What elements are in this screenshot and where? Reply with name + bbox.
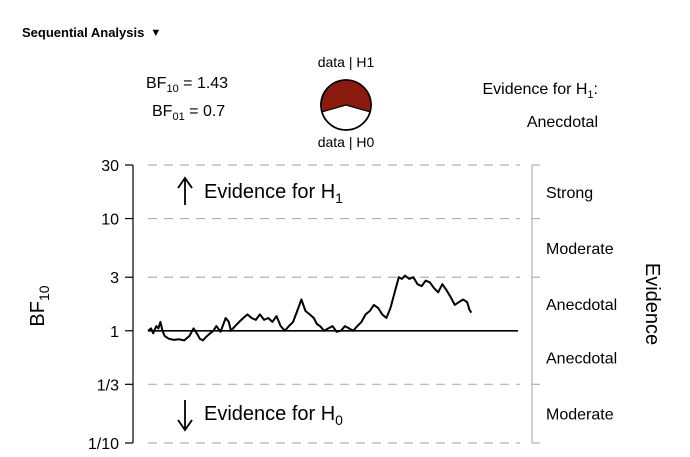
bf10-stat: BF10 = 1.43	[146, 75, 229, 96]
arrow-up-head	[177, 176, 193, 189]
evidence-axis-title: Evidence	[641, 263, 663, 345]
arrow-down-icon	[177, 400, 193, 432]
section-header[interactable]: Sequential Analysis ▼	[22, 25, 161, 40]
evidence-category-label: Anecdotal	[546, 351, 617, 368]
grid-lines	[148, 164, 520, 444]
pie-top-label: data | H1	[317, 54, 375, 70]
annotation-evidence-h1: Evidence for H1	[204, 181, 343, 206]
evidence-category-label: Moderate	[546, 407, 614, 424]
evidence-axis: Strong Moderate Anecdotal Anecdotal Moderate…	[531, 164, 663, 444]
y-tick-label: 10	[101, 212, 119, 229]
arrow-up-icon	[177, 176, 193, 205]
evidence-category-label: Moderate	[546, 241, 614, 258]
y-axis-label: BF10	[27, 285, 52, 326]
bf01-stat: BF01 = 0.7	[152, 103, 226, 124]
section-title: Sequential Analysis	[22, 25, 145, 40]
y-tick-label: 30	[101, 158, 119, 175]
bf-series-line	[147, 274, 473, 342]
y-tick-label: 1	[110, 324, 119, 341]
probability-wheel	[320, 79, 372, 131]
y-tick-label: 3	[110, 270, 119, 287]
evidence-category-label: Strong	[546, 185, 593, 202]
pie-bottom-label: data | H0	[317, 134, 375, 150]
triangle-down-icon[interactable]: ▼	[150, 26, 162, 39]
evidence-summary: Evidence for H1: Anecdotal	[482, 81, 598, 132]
y-tick-label: 1/3	[97, 377, 119, 394]
annotations: Evidence for H1 Evidence for H0	[177, 176, 343, 432]
series-group	[147, 274, 473, 342]
y-axis: 30 10 3 1 1/3 1/10 BF10	[27, 158, 134, 453]
pie-outline	[320, 79, 372, 131]
annotation-evidence-h0: Evidence for H0	[204, 403, 343, 428]
arrow-down-head	[177, 419, 193, 432]
y-tick-label: 1/10	[88, 436, 119, 453]
evidence-category-label: Anecdotal	[546, 297, 617, 314]
